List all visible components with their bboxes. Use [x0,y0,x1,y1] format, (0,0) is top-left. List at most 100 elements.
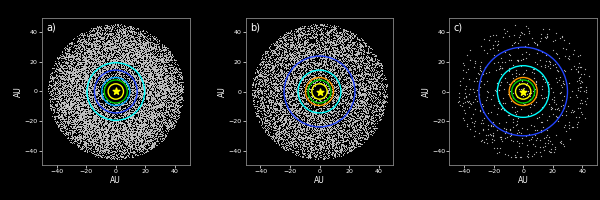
Point [349,83,358,86]
Point [333,132,343,135]
Point [304,141,313,144]
Point [110,138,120,142]
Point [315,28,325,31]
Point [89,56,99,59]
Point [328,153,337,156]
Point [77,32,86,35]
Point [286,109,296,112]
Point [76,102,85,105]
Point [76,81,85,85]
Point [303,134,313,137]
Point [152,73,162,76]
Point [106,42,115,45]
Point [96,93,106,96]
Point [65,101,75,104]
Point [149,46,159,49]
Point [302,110,311,113]
Point [125,127,135,130]
Point [379,94,389,97]
Point [299,55,309,59]
Point [349,60,358,63]
Point [97,31,107,34]
Point [272,52,282,55]
Point [289,125,299,128]
Point [83,55,93,58]
Point [127,104,137,107]
Point [274,129,284,132]
Point [146,127,155,130]
Point [67,104,77,107]
Point [332,141,342,144]
Point [82,76,91,79]
Point [137,56,146,59]
Point [279,119,289,122]
Point [136,126,146,129]
Point [328,139,338,142]
Point [156,104,166,107]
Point [331,33,341,36]
Point [80,103,90,106]
Point [101,137,111,140]
Point [156,108,166,111]
Point [106,156,115,159]
Point [110,151,120,154]
Point [345,54,355,57]
Point [118,137,127,140]
Point [286,39,295,42]
Point [367,100,377,103]
Point [337,60,346,63]
Point [102,132,112,135]
Point [350,120,359,123]
Point [277,124,287,127]
Point [362,71,371,74]
Point [139,97,148,101]
Point [98,124,108,127]
Point [155,113,164,117]
Point [328,120,337,123]
Point [277,65,286,68]
Point [140,44,150,47]
Point [152,99,161,102]
Point [373,61,383,64]
Point [131,78,140,81]
Point [90,120,100,124]
Point [133,61,142,64]
Point [70,131,80,134]
Point [76,115,86,118]
Point [334,70,343,73]
Point [359,87,368,90]
Point [492,90,502,94]
Point [115,143,125,147]
Point [73,117,83,120]
Point [55,55,64,59]
Point [341,87,350,91]
Point [317,52,326,55]
Point [318,117,328,120]
Point [332,46,342,49]
Point [298,73,308,76]
Point [68,76,78,79]
Point [139,73,149,76]
Point [337,147,346,150]
Point [132,48,142,51]
Point [355,103,365,106]
Point [123,121,133,125]
Point [315,99,325,102]
Point [294,125,304,128]
Point [304,28,314,31]
Point [317,68,326,71]
Point [128,124,137,127]
Point [301,67,311,71]
Point [135,119,145,122]
Point [343,29,352,32]
Point [118,121,127,124]
Point [69,96,79,99]
Point [378,90,388,94]
Point [152,80,162,83]
Point [123,62,133,65]
Point [356,62,365,65]
Point [272,88,281,91]
Point [53,124,63,127]
Point [116,38,125,42]
Point [130,154,139,157]
